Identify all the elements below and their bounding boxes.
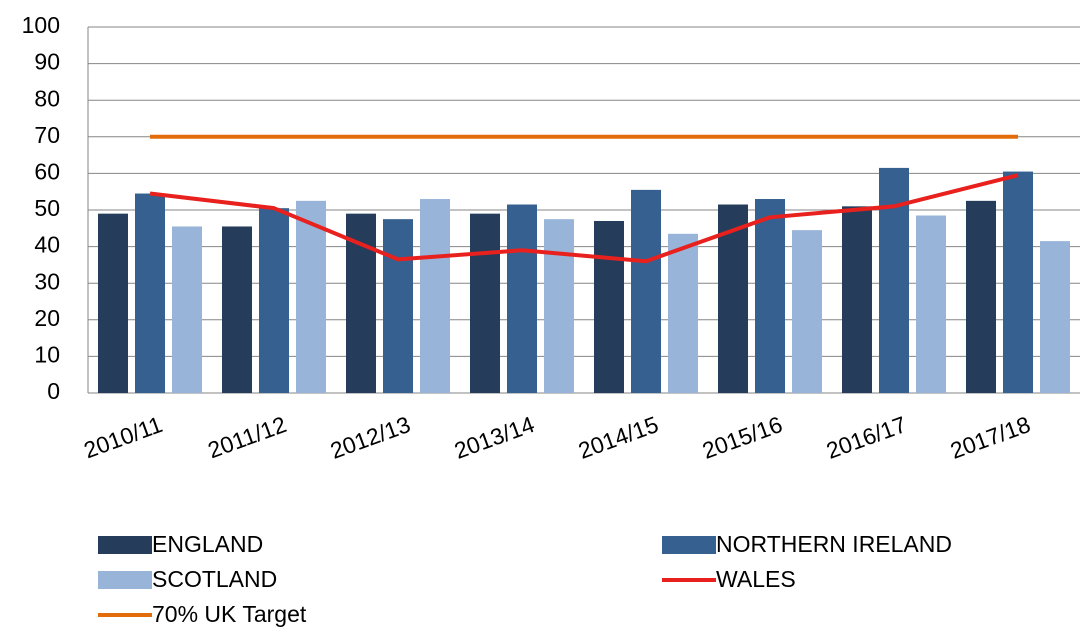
y-tick-label: 60	[34, 158, 60, 184]
x-tick-label: 2014/15	[575, 411, 662, 464]
y-tick-label: 0	[47, 378, 60, 404]
legend-swatch	[98, 571, 152, 589]
bar	[172, 226, 202, 393]
legend-label: SCOTLAND	[152, 566, 277, 592]
bar	[842, 206, 872, 393]
legend-label: ENGLAND	[152, 531, 263, 557]
bar	[594, 220, 624, 393]
x-tick-label: 2011/12	[204, 411, 289, 463]
bar	[507, 204, 537, 393]
y-tick-label: 80	[34, 85, 60, 111]
y-tick-label: 50	[34, 195, 60, 221]
y-tick-label: 90	[34, 49, 60, 75]
x-tick-label: 2012/13	[327, 411, 414, 464]
x-tick-label: 2015/16	[699, 411, 786, 464]
bar	[222, 226, 252, 393]
legend-label: 70% UK Target	[152, 601, 307, 627]
legend-swatch	[98, 536, 152, 554]
bar	[135, 193, 165, 393]
y-tick-label: 20	[34, 305, 60, 331]
bar	[544, 219, 574, 393]
bar	[1040, 241, 1070, 393]
line	[149, 173, 1019, 264]
bar	[296, 200, 326, 393]
x-tick-label: 2013/14	[451, 411, 538, 464]
legend-label: NORTHERN IRELAND	[716, 531, 952, 557]
bar	[755, 199, 785, 393]
bar	[98, 213, 128, 393]
legend-swatch	[662, 536, 716, 554]
bar	[1003, 171, 1033, 393]
y-tick-label: 30	[34, 268, 60, 294]
bar	[631, 189, 661, 393]
y-tick-label: 10	[34, 341, 60, 367]
legend-label: WALES	[716, 566, 796, 592]
bar	[668, 233, 698, 393]
bar	[420, 199, 450, 393]
bar	[916, 215, 946, 393]
bar	[792, 230, 822, 393]
x-tick-label: 2016/17	[823, 411, 910, 464]
y-tick-label: 40	[34, 232, 60, 258]
x-tick-label: 2010/11	[80, 411, 165, 463]
y-tick-label: 70	[34, 122, 60, 148]
bar	[259, 208, 289, 393]
bar	[383, 219, 413, 393]
y-tick-label: 100	[22, 12, 60, 38]
bar	[470, 213, 500, 393]
x-tick-label: 2017/18	[947, 411, 1034, 464]
bar	[966, 200, 996, 393]
